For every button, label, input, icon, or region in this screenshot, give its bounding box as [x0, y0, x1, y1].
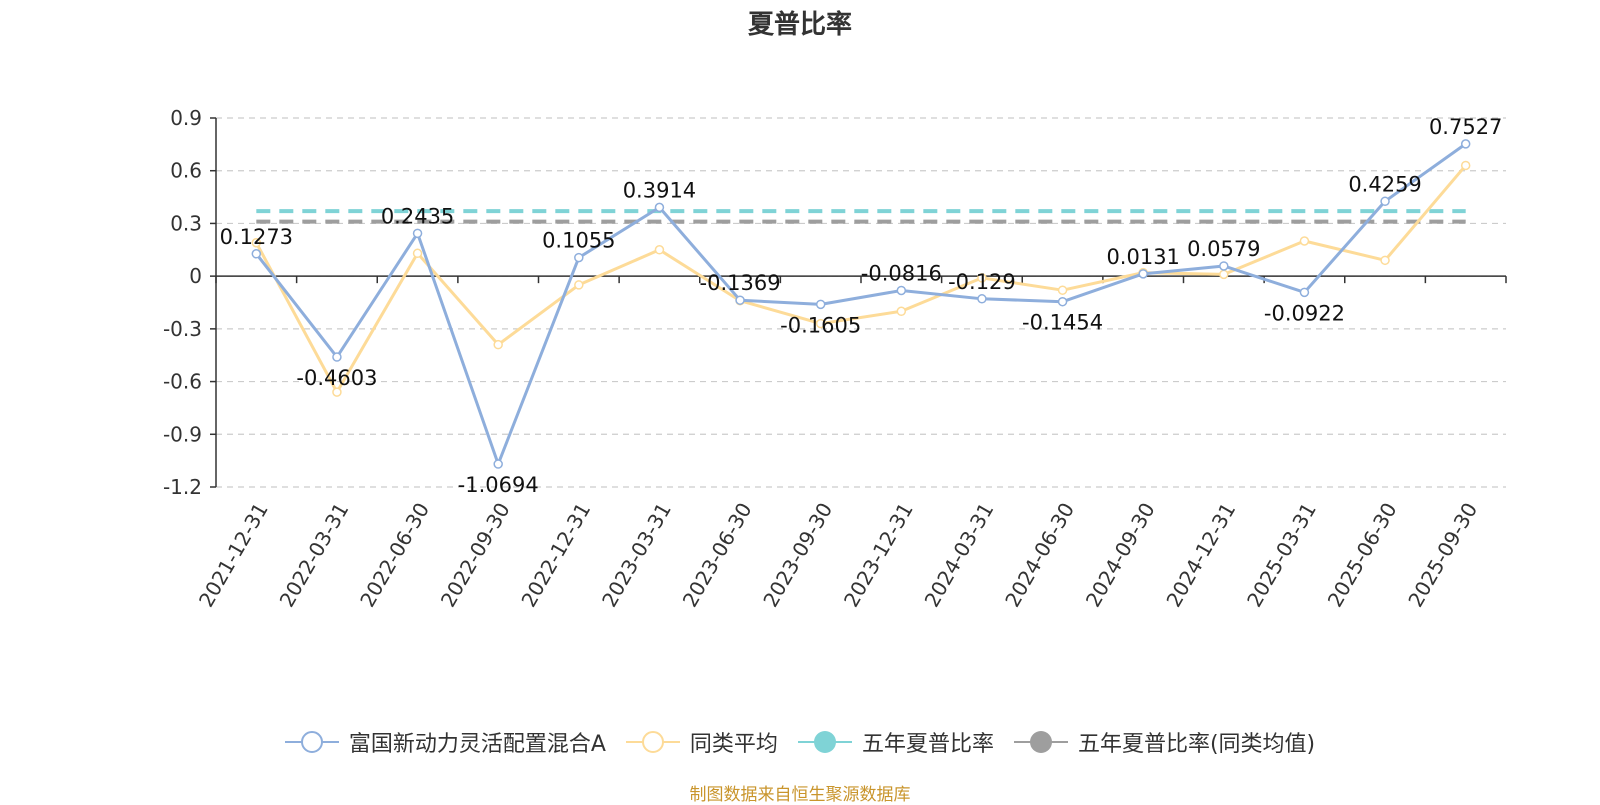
- avg-point: [1299, 236, 1310, 246]
- x-tick-label: 2025-03-31: [1242, 499, 1321, 612]
- y-tick-label: 0: [189, 264, 202, 288]
- data-label-fund: -0.1605: [780, 313, 861, 337]
- x-tick-label: 2024-03-31: [919, 499, 998, 612]
- x-tick-label: 2022-03-31: [274, 499, 353, 612]
- x-tick-label: 2022-09-30: [436, 499, 515, 612]
- data-label-fund: -0.4603: [296, 366, 377, 390]
- legend-line-hollow-circle-icon: [284, 731, 339, 753]
- fund-point: [896, 285, 907, 296]
- fund-point: [1299, 287, 1310, 298]
- avg-point: [977, 273, 987, 283]
- x-tick-label: 2024-06-30: [1000, 499, 1079, 612]
- legend-item-five-year-avg[interactable]: 五年夏普比率(同类均值): [1013, 726, 1316, 758]
- x-tick-label: 2024-12-31: [1161, 499, 1240, 612]
- avg-point: [493, 339, 503, 350]
- legend-item-five-year[interactable]: 五年夏普比率: [797, 726, 994, 758]
- avg-point: [574, 280, 584, 290]
- y-tick-label: 0.6: [170, 159, 202, 183]
- avg-point: [896, 306, 907, 317]
- avg-point: [815, 318, 826, 329]
- legend-line-filled-circle-icon: [1013, 731, 1068, 753]
- data-label-fund: 0.1273: [220, 225, 293, 249]
- legend-label-avg: 同类平均: [689, 732, 778, 757]
- legend-line-filled-circle-icon: [797, 731, 852, 753]
- data-label-fund: -0.129: [948, 270, 1016, 294]
- fund-point: [735, 295, 745, 305]
- x-tick-label: 2022-06-30: [355, 499, 434, 612]
- data-label-fund: -0.0816: [861, 261, 942, 285]
- data-label-fund: -1.0694: [458, 473, 539, 497]
- x-tick-label: 2025-06-30: [1323, 499, 1402, 612]
- x-tick-label: 2021-12-31: [194, 499, 273, 612]
- y-tick-label: -0.6: [163, 370, 202, 394]
- data-label-fund: -0.1454: [1022, 311, 1103, 335]
- fund-point: [1138, 269, 1148, 279]
- series-line-avg: [254, 164, 1467, 394]
- fund-point: [493, 459, 503, 469]
- fund-point: [654, 202, 665, 213]
- avg-point: [654, 245, 665, 255]
- fund-point: [574, 252, 584, 263]
- avg-point: [332, 387, 342, 397]
- x-tick-label: 2022-12-31: [516, 499, 595, 612]
- avg-point: [1380, 255, 1390, 266]
- fund-point: [332, 352, 342, 362]
- legend-label-five-year-avg: 五年夏普比率(同类均值): [1077, 732, 1316, 757]
- legend-line-hollow-circle-icon: [625, 731, 680, 753]
- fund-point: [815, 299, 826, 310]
- y-tick-label: 0.9: [170, 106, 202, 130]
- y-tick-label: 0.3: [170, 211, 202, 235]
- x-tick-label: 2023-03-31: [597, 499, 676, 612]
- data-label-fund: 0.3914: [623, 178, 696, 202]
- x-tick-label: 2023-12-31: [839, 499, 918, 612]
- fund-point: [251, 249, 262, 259]
- x-tick-label: 2025-09-30: [1403, 499, 1482, 612]
- x-tick-label: 2024-09-30: [1081, 499, 1160, 612]
- data-label-fund: 0.2435: [381, 204, 454, 228]
- data-label-fund: 0.0131: [1106, 245, 1179, 269]
- y-tick-label: -0.3: [163, 317, 202, 341]
- data-label-fund: -0.1369: [700, 271, 781, 295]
- fund-point: [412, 228, 423, 239]
- legend-label-five-year: 五年夏普比率: [861, 732, 994, 757]
- legend-item-avg[interactable]: 同类平均: [625, 726, 778, 758]
- avg-point: [412, 248, 423, 259]
- data-label-fund: 0.1055: [542, 229, 615, 253]
- source-note: 制图数据来自恒生聚源数据库: [689, 785, 911, 805]
- x-tick-label: 2023-06-30: [678, 499, 757, 612]
- fund-point: [1460, 139, 1471, 149]
- chart-title: 夏普比率: [747, 10, 852, 40]
- x-tick-label: 2023-09-30: [758, 499, 837, 612]
- legend: 富国新动力灵活配置混合A 同类平均 五年夏普比率 五年夏普比率(同类均值): [0, 722, 1600, 762]
- data-label-fund: 0.4259: [1348, 172, 1421, 196]
- series-line-fund: [255, 142, 1467, 466]
- y-tick-label: -0.9: [163, 422, 202, 446]
- data-label-fund: -0.0922: [1264, 301, 1345, 325]
- avg-point: [1460, 160, 1471, 171]
- data-label-fund: 0.0579: [1187, 237, 1260, 261]
- legend-item-fund[interactable]: 富国新动力灵活配置混合A: [284, 726, 606, 758]
- avg-point: [251, 238, 262, 248]
- data-label-fund: 0.7527: [1429, 115, 1502, 139]
- y-tick-label: -1.2: [163, 475, 202, 499]
- fund-point: [977, 294, 987, 304]
- fund-point: [1219, 261, 1229, 271]
- avg-point: [1057, 285, 1068, 295]
- fund-point: [1057, 296, 1068, 307]
- legend-label-fund: 富国新动力灵活配置混合A: [348, 732, 606, 757]
- avg-point: [1219, 269, 1229, 280]
- fund-point: [1380, 196, 1390, 207]
